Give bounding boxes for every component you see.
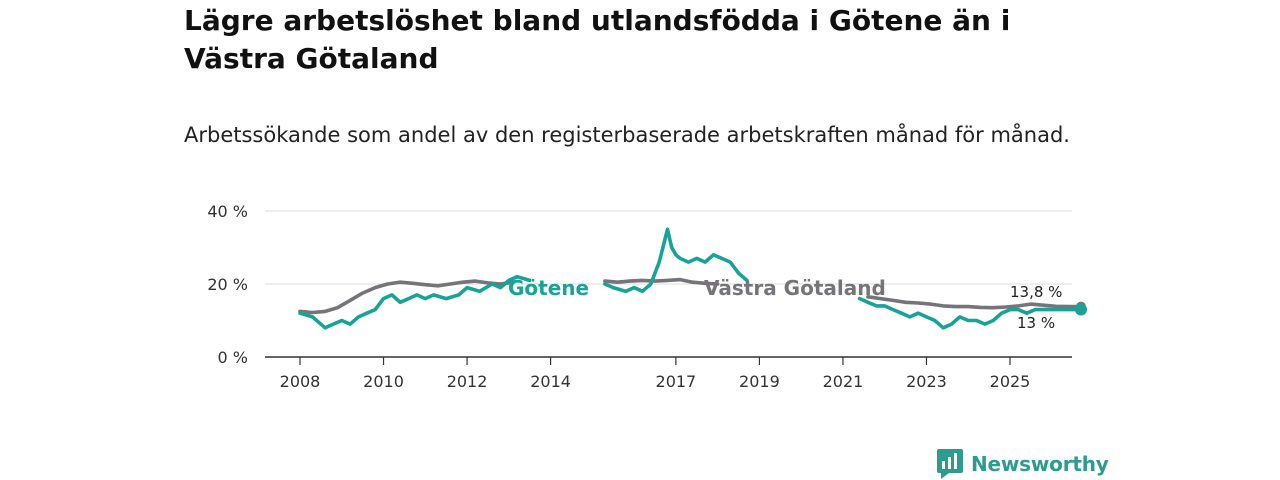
x-tick-label: 2008 — [280, 372, 321, 391]
x-tick-label: 2014 — [530, 372, 571, 391]
y-tick-label: 20 % — [207, 275, 248, 294]
chart-title: Lägre arbetslöshet bland utlandsfödda i … — [184, 4, 1011, 75]
x-tick-label: 2025 — [990, 372, 1031, 391]
y-tick-label: 40 % — [207, 202, 248, 221]
x-tick-label: 2023 — [906, 372, 947, 391]
gotene-end-point — [1075, 303, 1087, 316]
gotene-line — [298, 227, 1083, 330]
logo-text: Newsworthy — [971, 452, 1109, 476]
chart-subtitle: Arbetssökande som andel av den registerb… — [184, 123, 1070, 147]
gotene-end-label: 13 % — [1017, 314, 1055, 332]
x-tick-label: 2021 — [823, 372, 864, 391]
vastra-gotaland-series-label: Västra Götaland — [704, 276, 886, 300]
vastra-gotaland-end-label: 13,8 % — [1010, 283, 1062, 301]
gotene-series-label: Götene — [508, 276, 589, 300]
vastra-gotaland-line — [298, 277, 1083, 315]
line-chart: 0 % 20 % 40 % 2008 2010 2012 2014 2017 2019 2021 2… — [207, 202, 1087, 391]
newsworthy-logo[interactable]: Newsworthy — [937, 448, 1109, 480]
y-tick-label: 0 % — [218, 348, 248, 367]
x-tick-label: 2017 — [656, 372, 697, 391]
bar-chart-icon — [937, 449, 963, 479]
x-tick-label: 2010 — [363, 372, 404, 391]
x-tick-label: 2012 — [447, 372, 488, 391]
x-tick-label: 2019 — [739, 372, 780, 391]
